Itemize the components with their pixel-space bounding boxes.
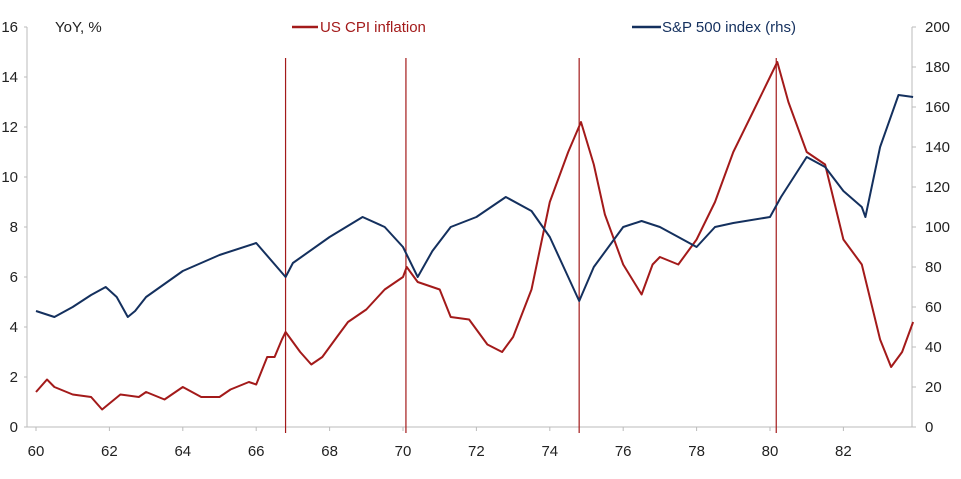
x-tick-label: 80 — [762, 443, 779, 460]
right-tick-label: 160 — [925, 99, 950, 116]
left-tick-label: 4 — [10, 319, 18, 336]
x-tick-label: 82 — [835, 443, 852, 460]
right-tick-label: 100 — [925, 219, 950, 236]
x-tick-label: 72 — [468, 443, 485, 460]
right-tick-label: 20 — [925, 379, 942, 396]
legend-label-cpi: US CPI inflation — [320, 19, 426, 36]
right-tick-label: 80 — [925, 259, 942, 276]
x-tick-label: 60 — [28, 443, 45, 460]
right-tick-label: 140 — [925, 139, 950, 156]
spx-line — [35, 94, 914, 318]
x-tick-label: 64 — [174, 443, 191, 460]
left-tick-label: 8 — [10, 219, 18, 236]
right-tick-label: 0 — [925, 419, 933, 436]
left-tick-label: 0 — [10, 419, 18, 436]
left-tick-label: 12 — [1, 119, 18, 136]
left-tick-label: 2 — [10, 369, 18, 386]
x-tick-label: 78 — [688, 443, 705, 460]
right-tick-label: 180 — [925, 59, 950, 76]
x-tick-label: 68 — [321, 443, 338, 460]
x-tick-label: 70 — [395, 443, 412, 460]
left-tick-label: 14 — [1, 69, 18, 86]
x-tick-label: 76 — [615, 443, 632, 460]
x-tick-label: 62 — [101, 443, 118, 460]
legend-label-spx: S&P 500 index (rhs) — [662, 19, 796, 36]
right-tick-label: 120 — [925, 179, 950, 196]
left-tick-label: 10 — [1, 169, 18, 186]
left-tick-label: 16 — [1, 19, 18, 36]
x-tick-label: 66 — [248, 443, 265, 460]
right-tick-label: 40 — [925, 339, 942, 356]
left-tick-label: 6 — [10, 269, 18, 286]
x-tick-label: 74 — [541, 443, 558, 460]
y-axis-label: YoY, % — [55, 19, 102, 36]
cpi-line — [35, 61, 915, 411]
right-tick-label: 60 — [925, 299, 942, 316]
right-tick-label: 200 — [925, 19, 950, 36]
